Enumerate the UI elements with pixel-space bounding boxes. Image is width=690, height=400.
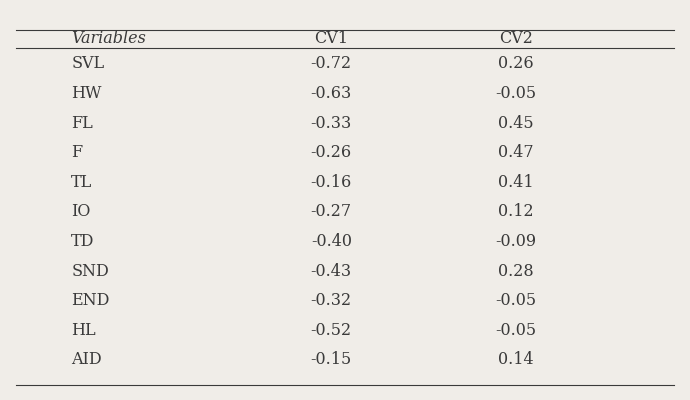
- Text: -0.72: -0.72: [310, 56, 352, 72]
- Text: HW: HW: [71, 85, 101, 102]
- Text: -0.27: -0.27: [310, 203, 352, 220]
- Text: -0.40: -0.40: [310, 233, 352, 250]
- Text: 0.45: 0.45: [498, 114, 534, 132]
- Text: CV1: CV1: [315, 30, 348, 47]
- Text: -0.05: -0.05: [495, 322, 537, 339]
- Text: CV2: CV2: [499, 30, 533, 47]
- Text: -0.09: -0.09: [495, 233, 537, 250]
- Text: HL: HL: [71, 322, 96, 339]
- Text: -0.05: -0.05: [495, 85, 537, 102]
- Text: -0.05: -0.05: [495, 292, 537, 309]
- Text: IO: IO: [71, 203, 90, 220]
- Text: 0.41: 0.41: [498, 174, 534, 191]
- Text: AID: AID: [71, 351, 102, 368]
- Text: 0.28: 0.28: [498, 262, 534, 280]
- Text: 0.47: 0.47: [498, 144, 534, 161]
- Text: -0.52: -0.52: [310, 322, 352, 339]
- Text: -0.26: -0.26: [310, 144, 352, 161]
- Text: 0.12: 0.12: [498, 203, 534, 220]
- Text: -0.33: -0.33: [310, 114, 352, 132]
- Text: -0.63: -0.63: [310, 85, 352, 102]
- Text: -0.15: -0.15: [310, 351, 352, 368]
- Text: TL: TL: [71, 174, 92, 191]
- Text: F: F: [71, 144, 82, 161]
- Text: -0.32: -0.32: [310, 292, 352, 309]
- Text: END: END: [71, 292, 110, 309]
- Text: TD: TD: [71, 233, 95, 250]
- Text: Variables: Variables: [71, 30, 146, 47]
- Text: FL: FL: [71, 114, 93, 132]
- Text: SND: SND: [71, 262, 109, 280]
- Text: -0.43: -0.43: [310, 262, 352, 280]
- Text: SVL: SVL: [71, 56, 104, 72]
- Text: -0.16: -0.16: [310, 174, 352, 191]
- Text: 0.14: 0.14: [498, 351, 534, 368]
- Text: 0.26: 0.26: [498, 56, 534, 72]
